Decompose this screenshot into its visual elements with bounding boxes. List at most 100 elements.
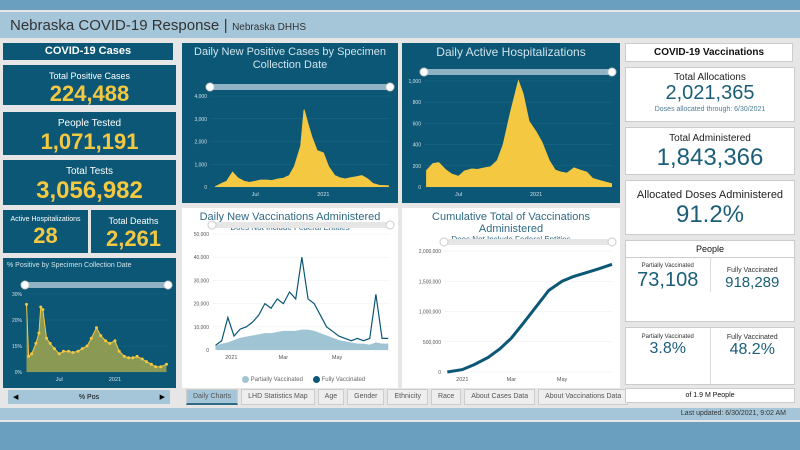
x-tick-label: 2021 [456, 377, 468, 383]
chart-title: Daily Active Hospitalizations [436, 45, 586, 59]
y-tick-label: 2,000 [194, 140, 207, 146]
tab-age[interactable]: Age [317, 389, 345, 405]
hospitalizations-card: Active Hospitalizations 28 [3, 210, 88, 253]
series-area [426, 81, 612, 187]
series-line [215, 329, 389, 348]
slider-handle[interactable] [163, 280, 173, 290]
data-point [113, 339, 117, 343]
y-tick-label: 4,000 [194, 94, 207, 100]
tab-about-cases-data[interactable]: About Cases Data [464, 389, 536, 405]
data-point [25, 302, 29, 306]
data-point [41, 308, 45, 312]
tab-ethnicity[interactable]: Ethnicity [387, 389, 428, 405]
data-point [164, 362, 168, 366]
card-label: Active Hospitalizations [10, 216, 81, 223]
data-point [104, 339, 108, 343]
tab-bar: Daily Charts LHD Statistics Map Age Gender E… [186, 389, 629, 405]
data-point [154, 365, 158, 369]
allocations-card: Total Allocations 2,021,365 Doses alloca… [625, 67, 795, 122]
percent-positive-plot: 0% 15% 20% 30% Jul 2021 [12, 280, 173, 383]
y-tick-label: 0 [438, 370, 441, 376]
slider-handle[interactable] [439, 237, 449, 247]
data-point [159, 365, 163, 369]
card-value: 2,021,365 [665, 82, 755, 104]
x-tick-label: Mar [279, 355, 289, 361]
population-note: of 1.9 M People [625, 388, 795, 403]
data-point [85, 344, 89, 348]
card-label: Total Positive Cases [48, 71, 131, 81]
slider-handle[interactable] [385, 82, 395, 92]
x-tick-label: Jul [455, 192, 462, 198]
y-tick-label: 10,000 [194, 325, 210, 331]
y-tick-label: 20,000 [194, 302, 210, 308]
y-tick-label: 30,000 [194, 278, 210, 284]
slider-handle[interactable] [207, 220, 217, 230]
card-value: 2,261 [105, 226, 162, 251]
bottom-band [0, 422, 800, 450]
data-point [127, 356, 131, 360]
range-slider[interactable] [25, 282, 168, 288]
data-point [117, 349, 121, 353]
tab-lhd-statistics-map[interactable]: LHD Statistics Map [241, 389, 315, 405]
slider-handle[interactable] [20, 280, 30, 290]
card-value: 1,071,191 [40, 129, 139, 154]
x-tick-label: May [557, 377, 568, 383]
x-tick-label: May [332, 355, 343, 361]
series-line [447, 262, 613, 374]
x-tick-label: Jul [56, 377, 63, 383]
range-slider[interactable] [210, 84, 390, 90]
slider-handle[interactable] [205, 82, 215, 92]
data-point [99, 334, 103, 338]
cumulative-vaccinations-plot: 0 500,000 1,000,000 1,500,000 2,000,000 2021 M… [419, 237, 617, 383]
data-point [95, 326, 98, 330]
y-tick-label: 0 [418, 185, 421, 191]
slider-handle[interactable] [607, 237, 617, 247]
range-slider[interactable] [212, 222, 390, 228]
chart-title: Daily New Vaccinations Administered [199, 211, 381, 223]
data-point [27, 354, 31, 358]
tab-gender[interactable]: Gender [347, 389, 385, 405]
card-note: Doses allocated through: 6/30/2021 [654, 106, 766, 113]
y-tick-label: 1,000,000 [419, 310, 441, 316]
y-tick-label: 600 [413, 121, 422, 127]
x-tick-label: Mar [507, 377, 517, 383]
legend-partial[interactable]: Partially Vaccinated [242, 375, 303, 383]
slider-handle[interactable] [385, 220, 395, 230]
daily-vaccinations-plot: 0 10,000 20,000 30,000 40,000 50,000 2021 Mar Ma… [194, 220, 395, 361]
cases-plot: 0 1,000 2,000 3,000 4,000 Jul 2021 [194, 82, 395, 198]
cumulative-vaccinations-chart: Cumulative Total of Vaccinations Adminis… [402, 208, 620, 388]
prev-arrow-icon[interactable]: ◀ [13, 394, 19, 401]
range-slider[interactable] [424, 69, 612, 75]
y-tick-label: 0% [15, 370, 23, 376]
series-line [214, 109, 389, 188]
next-arrow-icon[interactable]: ▶ [159, 394, 165, 401]
partial-label: Partially Vaccinated [641, 263, 694, 269]
tab-about-vaccinations-data[interactable]: About Vaccinations Data [538, 389, 629, 405]
series-line [425, 79, 613, 185]
slider-handle[interactable] [419, 67, 429, 77]
deaths-card: Total Deaths 2,261 [91, 210, 176, 253]
people-pct-card: Partially Vaccinated 3.8% Fully Vaccinate… [625, 327, 795, 385]
card-value: 91.2% [675, 201, 745, 228]
daily-vaccinations-chart: Daily New Vaccinations Administered Does… [182, 208, 398, 388]
range-slider[interactable] [444, 239, 612, 245]
slider-handle[interactable] [607, 67, 617, 77]
data-point [144, 360, 148, 364]
card-label: Total Administered [669, 133, 751, 144]
card-value: 1,843,366 [656, 144, 764, 171]
cases-chart: Daily New Positive Cases by Specimen Col… [182, 43, 398, 203]
y-tick-label: 3,000 [194, 117, 207, 123]
series-line [215, 257, 389, 346]
tab-race[interactable]: Race [430, 389, 462, 405]
people-card: People Partially Vaccinated 73,108 Fully … [625, 240, 795, 322]
last-updated: Last updated: 6/30/2021, 9:02 AM [0, 408, 800, 420]
legend-full[interactable]: Fully Vaccinated [312, 375, 365, 383]
series-area [215, 109, 389, 187]
hospitalizations-chart: Daily Active Hospitalizations 0 200 400 600… [402, 43, 620, 203]
tab-daily-charts[interactable]: Daily Charts [186, 389, 239, 405]
allocated-pct-card: Allocated Doses Administered 91.2% [625, 180, 795, 235]
y-tick-label: 30% [12, 292, 23, 298]
partial-pct: 3.8% [649, 340, 686, 357]
page-header: Nebraska COVID-19 Response | Nebraska DH… [0, 12, 800, 38]
card-label: Allocated Doses Administered [636, 189, 784, 201]
